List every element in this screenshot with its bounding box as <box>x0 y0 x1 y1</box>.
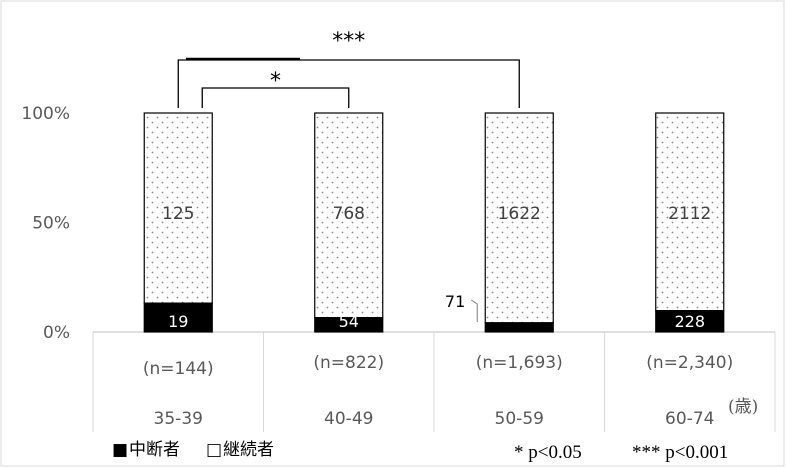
bar-segment-continuing <box>655 112 725 312</box>
legend-swatch-continuing: □ <box>206 440 222 460</box>
bar-value-label: 768 <box>333 204 365 224</box>
significance-mark: * <box>270 69 281 94</box>
legend-label: 中断者 <box>129 440 180 460</box>
bar-segment-continuing <box>314 112 384 319</box>
category-count-label: (n=822) <box>313 353 384 373</box>
bar-segment-continuing <box>143 112 213 304</box>
significance-bracket <box>201 87 350 108</box>
x-tick-label: 35-39 <box>154 409 203 429</box>
bar-segment-continuing <box>484 112 554 324</box>
significance-brackets: **** <box>177 29 520 108</box>
y-tick-label: 100% <box>21 104 70 124</box>
category-count-label: (n=144) <box>143 359 214 379</box>
significance-mark: *** <box>332 29 365 54</box>
callout-leader-line <box>470 299 478 322</box>
bar-segment-interrupted <box>314 317 384 333</box>
x-tick-label: 60-74 <box>665 409 714 429</box>
category-labels: (n=144) 35-39 (n=822) 40-49 (n=1,693) 50-59 (n… <box>143 353 733 429</box>
legend: ■ 中断者 □ 継続者 <box>112 440 274 460</box>
y-tick-label: 0% <box>43 323 70 343</box>
bar-value-label: 1622 <box>498 204 541 224</box>
bar-segment-interrupted <box>484 322 554 333</box>
bar-value-label: 54 <box>339 312 359 331</box>
bar-segment-interrupted <box>143 302 213 333</box>
p-value-notes: * p<0.05 *** p<0.001 <box>514 442 728 463</box>
legend-swatch-interrupted: ■ <box>112 440 128 460</box>
bar-segment-interrupted <box>655 310 725 333</box>
bar-value-label: 228 <box>674 312 705 331</box>
category-count-label: (n=1,693) <box>476 353 563 373</box>
y-axis-ticks: 0% 50% 100% <box>21 104 70 343</box>
x-tick-label: 40-49 <box>324 409 373 429</box>
y-tick-label: 50% <box>32 214 70 234</box>
callout-label: 71 <box>445 292 465 311</box>
bar-value-label: 2112 <box>668 204 711 224</box>
significance-bracket <box>177 59 520 108</box>
p-value-note: * p<0.05 <box>514 442 582 463</box>
x-tick-label: 50-59 <box>495 409 544 429</box>
x-axis-unit-label: (歳) <box>728 397 758 417</box>
category-count-label: (n=2,340) <box>646 353 733 373</box>
value-callout: 71 <box>445 292 478 322</box>
legend-label: 継続者 <box>223 440 274 460</box>
bars: 125 19 768 54 1622 2112 228 <box>143 112 725 333</box>
bar-value-label: 125 <box>162 204 194 224</box>
bar-value-label: 19 <box>168 312 188 331</box>
p-value-note: *** p<0.001 <box>632 442 728 463</box>
